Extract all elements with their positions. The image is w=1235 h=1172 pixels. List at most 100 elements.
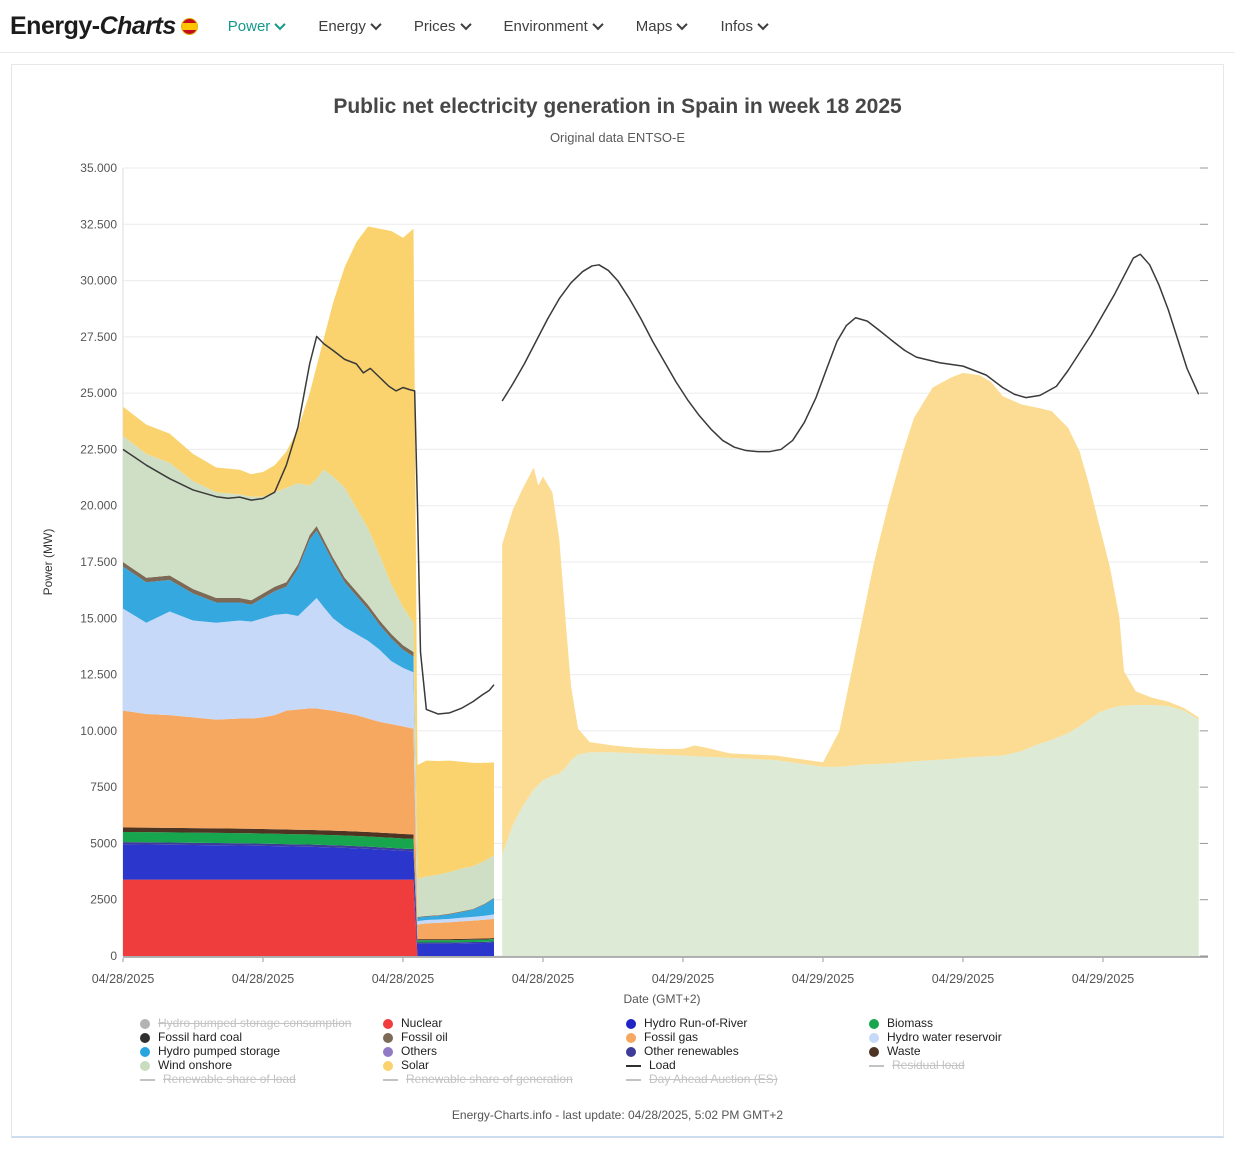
legend-dot-icon <box>869 1018 879 1029</box>
y-tick-label: 2500 <box>90 893 117 907</box>
legend-line-icon <box>383 1078 398 1081</box>
legend-item-hydro-pumped-storage-consumption[interactable]: Hydro pumped storage consumption <box>140 1017 383 1030</box>
chevron-down-icon <box>370 18 382 31</box>
chart-area[interactable]: 0 2500 5000 7500 10.000 12.500 15.000 17.500 20.… <box>12 145 1223 1013</box>
legend-dot-icon <box>626 1018 636 1029</box>
legend-column: Hydro pumped storage consumption Fossil h… <box>140 1017 383 1086</box>
y-tick-label: 10.000 <box>80 724 117 738</box>
logo-text-energy: Energy- <box>10 11 100 40</box>
legend-item-renewable-share-of-load[interactable]: Renewable share of load <box>140 1073 383 1086</box>
y-tick-label: 17.500 <box>80 555 117 569</box>
legend-item-solar[interactable]: Solar <box>383 1059 626 1072</box>
legend-label: Hydro Run-of-River <box>644 1016 748 1030</box>
legend-item-waste[interactable]: Waste <box>869 1045 1112 1058</box>
x-tick-label: 04/29/2025 <box>932 972 995 986</box>
area-nuclear-actual <box>123 879 494 956</box>
generation-chart[interactable]: 0 2500 5000 7500 10.000 12.500 15.000 17.500 20.… <box>12 145 1223 1013</box>
y-tick-label: 32.500 <box>80 217 117 231</box>
legend-item-nuclear[interactable]: Nuclear <box>383 1017 626 1030</box>
area-hydro-water-reservoir-actual <box>123 598 494 925</box>
legend-label: Renewable share of generation <box>406 1072 573 1086</box>
legend-label: Load <box>649 1058 676 1072</box>
area-fossil-gas-actual <box>123 708 494 940</box>
chevron-down-icon <box>459 18 472 31</box>
legend-label: Waste <box>887 1044 921 1058</box>
chart-panel: Public net electricity generation in Spa… <box>11 64 1224 1138</box>
legend-label: Hydro pumped storage consumption <box>158 1016 352 1030</box>
nav-item-maps[interactable]: Maps <box>635 17 689 35</box>
nav-item-label: Infos <box>720 17 753 35</box>
load-line-1 <box>501 253 1200 453</box>
legend-label: Hydro pumped storage <box>158 1044 281 1058</box>
nav-item-infos[interactable]: Infos <box>720 17 769 35</box>
legend-line-icon <box>140 1078 155 1081</box>
legend-dot-icon <box>140 1046 150 1057</box>
nav-item-label: Energy <box>318 17 366 35</box>
nav-item-label: Maps <box>635 17 673 35</box>
area-solar-actual <box>123 226 494 879</box>
legend-item-hydro-run-of-river[interactable]: Hydro Run-of-River <box>626 1017 869 1030</box>
legend-item-wind-onshore[interactable]: Wind onshore <box>140 1059 383 1072</box>
legend-item-fossil-hard-coal[interactable]: Fossil hard coal <box>140 1031 383 1044</box>
legend-item-day-ahead-auction-es[interactable]: Day Ahead Auction (ES) <box>626 1073 869 1086</box>
y-tick-label: 20.000 <box>80 499 117 513</box>
y-tick-label: 35.000 <box>80 161 117 175</box>
x-tick-label: 04/28/2025 <box>92 972 155 986</box>
y-tick-label: 25.000 <box>80 386 117 400</box>
legend-label: Hydro water reservoir <box>887 1030 1002 1044</box>
logo-text-charts: Charts <box>99 11 177 40</box>
nav-item-label: Environment <box>503 17 588 35</box>
spain-flag-icon[interactable] <box>180 17 198 35</box>
legend-label: Other renewables <box>644 1044 739 1058</box>
nav-menu: Power Energy Prices Environment Maps Inf… <box>227 17 769 35</box>
nav-item-power[interactable]: Power <box>227 17 286 35</box>
y-axis-title: Power (MW) <box>41 529 55 596</box>
legend-item-residual-load[interactable]: Residual load <box>869 1059 1112 1072</box>
legend-item-fossil-gas[interactable]: Fossil gas <box>626 1031 869 1044</box>
legend-label: Renewable share of load <box>163 1072 296 1086</box>
y-tick-label: 15.000 <box>80 611 117 625</box>
legend-dot-icon <box>869 1032 879 1043</box>
y-tick-label: 30.000 <box>80 274 117 288</box>
legend-dot-icon <box>383 1018 393 1029</box>
nav-item-environment[interactable]: Environment <box>503 17 604 35</box>
page-title: Public net electricity generation in Spa… <box>333 95 902 118</box>
legend-dot-icon <box>140 1032 150 1043</box>
legend-label: Solar <box>401 1058 430 1072</box>
legend-item-load[interactable]: Load <box>626 1059 869 1072</box>
y-tick-label: 0 <box>110 949 117 963</box>
legend-line-icon <box>869 1064 884 1067</box>
legend-item-other-renewables[interactable]: Other renewables <box>626 1045 869 1058</box>
last-update-note: Energy-Charts.info - last update: 04/28/… <box>451 1108 784 1122</box>
nav-item-prices[interactable]: Prices <box>414 18 472 35</box>
nav-item-energy[interactable]: Energy <box>318 17 382 35</box>
legend-dot-icon <box>626 1046 636 1057</box>
chevron-down-icon <box>676 18 689 31</box>
legend-dot-icon <box>140 1060 150 1071</box>
x-tick-label: 04/29/2025 <box>792 972 855 986</box>
chart-legend: Hydro pumped storage consumption Fossil h… <box>12 1017 1223 1086</box>
legend-label: Day Ahead Auction (ES) <box>649 1072 778 1086</box>
x-tick-label: 04/28/2025 <box>512 972 575 986</box>
legend-item-fossil-oil[interactable]: Fossil oil <box>383 1031 626 1044</box>
nav-item-label: Power <box>227 17 271 35</box>
legend-item-hydro-pumped-storage[interactable]: Hydro pumped storage <box>140 1045 383 1058</box>
legend-item-hydro-water-reservoir[interactable]: Hydro water reservoir <box>869 1031 1112 1044</box>
chevron-down-icon <box>274 18 286 31</box>
y-tick-label: 22.500 <box>80 442 117 456</box>
legend-item-biomass[interactable]: Biomass <box>869 1017 1112 1030</box>
x-tick-label: 04/29/2025 <box>1072 972 1135 986</box>
legend-label: Fossil oil <box>401 1030 448 1044</box>
legend-item-renewable-share-of-generation[interactable]: Renewable share of generation <box>383 1073 626 1086</box>
energy-charts-logo[interactable]: Energy- Charts <box>10 12 198 41</box>
legend-dot-icon <box>383 1032 393 1043</box>
legend-label: Nuclear <box>401 1016 443 1030</box>
legend-item-others[interactable]: Others <box>383 1045 626 1058</box>
legend-label: Fossil gas <box>644 1030 699 1044</box>
legend-dot-icon <box>383 1060 393 1071</box>
top-navigation: Energy- Charts Power Energy Prices Enviro… <box>0 0 1235 53</box>
chevron-down-icon <box>592 18 604 31</box>
legend-label: Others <box>401 1044 438 1058</box>
legend-line-icon <box>626 1064 641 1067</box>
area-wind-onshore-forecast <box>502 704 1199 956</box>
